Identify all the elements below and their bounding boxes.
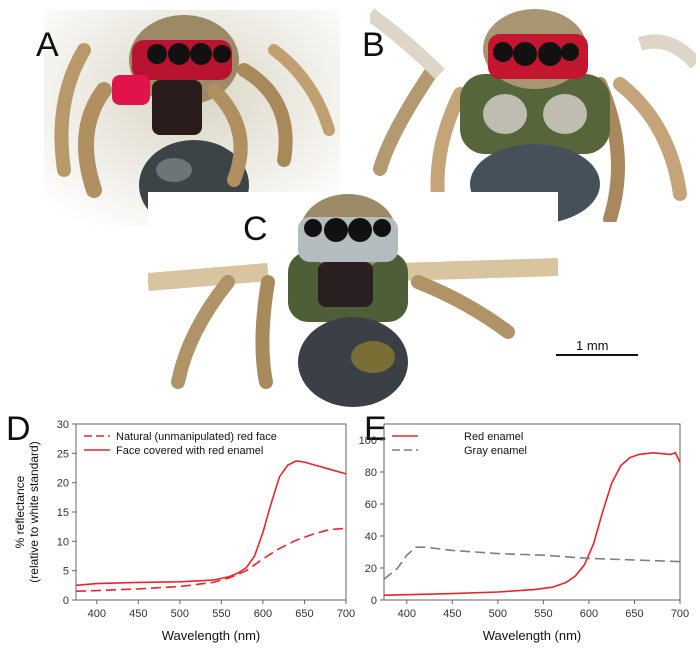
series-line-2 (75, 460, 347, 587)
plot-frame (383, 423, 681, 601)
x-tick-label: 600 (254, 608, 272, 620)
x-tick-label: 550 (534, 608, 552, 620)
x-tick-label: 500 (489, 608, 507, 620)
spider-photo-c (148, 192, 558, 410)
x-tick-label: 450 (443, 608, 461, 620)
spider-photo-b (370, 4, 696, 222)
y-tick-label: 100 (359, 435, 377, 447)
chart-e: 400 450 500 550 600 650 700 0 20 40 60 80 100 Wavelen… (359, 423, 689, 643)
spider-photo-a (44, 10, 340, 226)
scale-bar-label: 1 mm (576, 338, 609, 353)
y-tick-label: 20 (365, 563, 377, 575)
panel-letter-d: D (6, 410, 31, 448)
y-axis-label-sub: (relative to white standard) (27, 441, 41, 582)
x-tick-label: 500 (171, 608, 189, 620)
legend-label-1: Natural (unmanipulated) red face (116, 431, 277, 443)
legend-label-1: Red enamel (464, 431, 523, 443)
y-tick-label: 10 (57, 536, 69, 548)
y-tick-label: 40 (365, 531, 377, 543)
legend-label-2: Face covered with red enamel (116, 445, 263, 457)
y-tick-label: 0 (371, 595, 377, 607)
y-tick-label: 15 (57, 507, 69, 519)
series-line-1 (75, 527, 347, 592)
y-tick-label: 60 (365, 499, 377, 511)
y-tick-label: 80 (365, 467, 377, 479)
x-tick-label: 550 (212, 608, 230, 620)
photo-panel-c (148, 192, 558, 410)
x-tick-label: 700 (671, 608, 689, 620)
y-tick-label: 25 (57, 448, 69, 460)
y-tick-label: 30 (57, 419, 69, 431)
panel-letter-a: A (36, 26, 59, 64)
series-line-1 (383, 451, 681, 596)
x-tick-label: 600 (580, 608, 598, 620)
y-tick-label: 5 (63, 566, 69, 578)
legend-label-2: Gray enamel (464, 445, 527, 457)
x-tick-label: 650 (625, 608, 643, 620)
series-line-2 (383, 546, 681, 580)
x-tick-label: 400 (88, 608, 106, 620)
y-tick-label: 20 (57, 478, 69, 490)
scale-bar (556, 354, 638, 356)
x-tick-label: 400 (398, 608, 416, 620)
x-axis-label: Wavelength (nm) (162, 628, 261, 643)
x-tick-label: 700 (337, 608, 355, 620)
photo-panel-b (370, 4, 696, 222)
panel-letter-b: B (362, 26, 385, 64)
x-tick-label: 650 (295, 608, 313, 620)
photo-panel-a (44, 10, 340, 226)
panel-letter-c: C (243, 210, 268, 248)
x-axis-label: Wavelength (nm) (483, 628, 582, 643)
panel-letter-e: E (364, 410, 387, 448)
x-tick-label: 450 (129, 608, 147, 620)
y-tick-label: 0 (63, 595, 69, 607)
y-axis-label: % reflectance (13, 475, 27, 548)
chart-d: 400 450 500 550 600 650 700 0 5 10 15 20 25 30 Wavelen… (13, 419, 355, 643)
